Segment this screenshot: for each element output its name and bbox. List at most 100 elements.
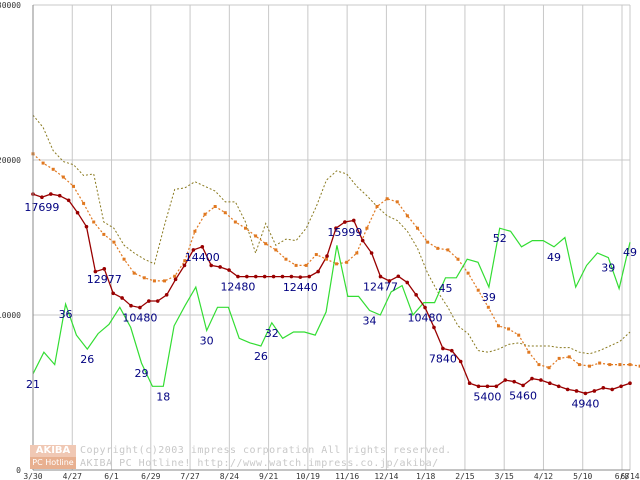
orange-point bbox=[173, 274, 177, 278]
orange-point bbox=[233, 220, 237, 224]
price-point bbox=[236, 274, 240, 279]
orange-point bbox=[476, 288, 480, 292]
orange-point bbox=[466, 271, 470, 275]
data-label: 45 bbox=[438, 282, 452, 295]
logo-top: AKIBA bbox=[30, 445, 76, 457]
price-point bbox=[218, 265, 222, 269]
data-label: 26 bbox=[80, 353, 94, 366]
data-label: 52 bbox=[493, 232, 507, 245]
orange-point bbox=[618, 363, 622, 367]
x-tick-label: 7/27 bbox=[180, 472, 199, 480]
x-tick-label: 1/18 bbox=[416, 472, 435, 480]
orange-point bbox=[355, 251, 359, 255]
price-point bbox=[503, 378, 508, 382]
price-point bbox=[245, 274, 249, 279]
data-label: 36 bbox=[59, 308, 73, 321]
copyright-line: Copyright(c)2003 impress corporation All… bbox=[80, 445, 452, 456]
orange-point bbox=[152, 279, 156, 283]
x-tick-label: 11/16 bbox=[335, 472, 359, 480]
y-tick-label: 30000 bbox=[0, 1, 21, 10]
orange-point bbox=[365, 226, 369, 230]
price-point bbox=[280, 274, 285, 279]
price-point bbox=[84, 224, 89, 229]
price-point bbox=[155, 299, 160, 303]
price-point bbox=[200, 245, 205, 249]
orange-point bbox=[405, 214, 409, 218]
orange-point bbox=[264, 242, 268, 246]
price-point bbox=[432, 325, 436, 330]
price-point bbox=[164, 293, 169, 297]
x-tick-label: 4/27 bbox=[63, 472, 82, 480]
price-point bbox=[49, 192, 53, 196]
price-point bbox=[75, 210, 80, 215]
orange-point bbox=[335, 262, 339, 266]
x-tick-label: 6/8 bbox=[615, 472, 630, 480]
y-tick-label: 10000 bbox=[0, 311, 21, 320]
orange-point bbox=[416, 226, 420, 230]
x-tick-label: 12/14 bbox=[374, 472, 398, 480]
price-point bbox=[548, 381, 552, 386]
data-label: 7840 bbox=[429, 352, 457, 365]
price-point bbox=[316, 269, 320, 274]
price-point bbox=[414, 293, 418, 297]
price-point bbox=[262, 274, 267, 279]
price-point bbox=[476, 384, 481, 389]
orange-point bbox=[324, 257, 328, 261]
data-label: 15999 bbox=[327, 226, 362, 239]
data-label: 12480 bbox=[220, 281, 255, 294]
orange-point bbox=[446, 248, 450, 252]
x-tick-label: 3/30 bbox=[23, 472, 42, 480]
orange-point bbox=[507, 327, 511, 331]
data-label: 5400 bbox=[473, 390, 501, 403]
price-point bbox=[289, 274, 294, 279]
data-label: 12440 bbox=[283, 281, 318, 294]
price-point bbox=[351, 218, 356, 223]
orange-point bbox=[426, 240, 430, 244]
series-line-price bbox=[32, 193, 631, 395]
orange-point bbox=[385, 197, 389, 201]
orange-point bbox=[557, 356, 561, 360]
orange-point bbox=[183, 259, 187, 263]
price-point bbox=[556, 384, 561, 389]
data-label: 12977 bbox=[87, 273, 122, 286]
price-point bbox=[628, 381, 632, 386]
orange-point bbox=[41, 161, 45, 165]
price-point bbox=[601, 386, 606, 390]
orange-point bbox=[345, 260, 349, 264]
orange-point bbox=[82, 201, 86, 205]
orange-point bbox=[486, 305, 490, 309]
orange-point bbox=[294, 263, 298, 267]
orange-point bbox=[375, 205, 379, 208]
price-point bbox=[360, 238, 365, 243]
price-point bbox=[66, 198, 71, 203]
price-point bbox=[574, 389, 579, 393]
orange-point bbox=[577, 363, 581, 367]
price-point bbox=[129, 303, 133, 308]
price-point bbox=[227, 268, 231, 272]
orange-point bbox=[628, 363, 632, 367]
price-point bbox=[298, 275, 303, 279]
x-tick-label: 6/29 bbox=[141, 472, 160, 480]
price-point bbox=[209, 263, 214, 268]
x-tick-label: 8/24 bbox=[220, 472, 239, 480]
orange-point bbox=[61, 175, 65, 179]
orange-point bbox=[142, 276, 146, 280]
price-point bbox=[485, 384, 490, 389]
price-point bbox=[494, 384, 499, 389]
x-tick-label: 5/10 bbox=[573, 472, 592, 480]
data-label: 10480 bbox=[408, 312, 443, 325]
akiba-logo: AKIBA PC Hotline bbox=[30, 445, 76, 469]
x-tick-label: 6/1 bbox=[104, 472, 119, 480]
price-point bbox=[147, 299, 151, 303]
price-point bbox=[387, 279, 392, 283]
price-point bbox=[57, 193, 62, 198]
orange-point bbox=[517, 333, 521, 337]
orange-point bbox=[456, 257, 460, 261]
orange-point bbox=[71, 184, 75, 188]
data-label: 5460 bbox=[509, 389, 537, 402]
orange-point bbox=[567, 355, 571, 359]
data-label: 34 bbox=[362, 314, 376, 327]
orange-point bbox=[213, 205, 217, 208]
price-point bbox=[458, 359, 463, 364]
price-point bbox=[565, 387, 570, 392]
